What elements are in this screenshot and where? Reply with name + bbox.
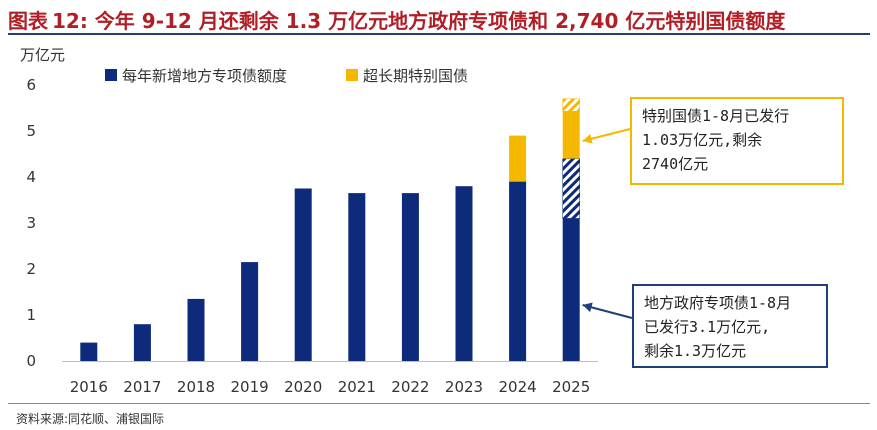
x-axis-ticks: 2016 2017 2018 2019 2020 2021 2022 2023 2024 2025	[70, 378, 591, 396]
legend: 每年新增地方专项债额度 超长期特别国债	[105, 67, 468, 85]
figure-title-text: 今年 9-12 月还剩余 1.3 万亿元地方政府专项债和 2,740 亿元特别国…	[94, 9, 786, 33]
x-tick-label: 2018	[177, 378, 215, 396]
x-tick-label: 2020	[284, 378, 322, 396]
legend-swatch-special	[346, 69, 358, 81]
bar-special-remaining-2025	[562, 98, 580, 112]
local-bond-note-line-1: 地方政府专项债1-8月	[644, 294, 792, 312]
x-tick-label: 2022	[391, 378, 429, 396]
bar-special-2024	[509, 135, 527, 182]
special-bond-note: 特别国债1-8月已发行 1.03万亿元,剩余 2740亿元	[630, 97, 844, 185]
local-bond-note-line-3: 剩余1.3万亿元	[644, 342, 747, 360]
legend-label-special: 超长期特别国债	[363, 67, 468, 85]
local-bond-note: 地方政府专项债1-8月 已发行3.1万亿元, 剩余1.3万亿元	[632, 284, 828, 368]
y-tick-label: 1	[26, 306, 36, 324]
x-tick-label: 2019	[231, 378, 269, 396]
bar-special-issued-2025	[562, 111, 580, 159]
bar-local-2024	[509, 181, 527, 361]
annotation-arrows	[582, 128, 633, 319]
source-note: 资料来源:同花顺、浦银国际	[16, 412, 165, 426]
y-tick-label: 4	[26, 168, 36, 186]
x-tick-label: 2025	[552, 378, 590, 396]
y-tick-label: 0	[26, 352, 36, 370]
legend-swatch-local	[105, 69, 117, 81]
x-tick-label: 2024	[499, 378, 537, 396]
bar-local-2016	[80, 342, 98, 361]
figure-label: 图表	[8, 9, 48, 33]
x-tick-label: 2017	[123, 378, 161, 396]
local-note-arrow	[582, 302, 633, 319]
y-tick-label: 5	[26, 122, 36, 140]
special-bond-note-line-2: 1.03万亿元,剩余	[642, 131, 763, 149]
x-tick-label: 2021	[338, 378, 376, 396]
figure-number: 12:	[52, 9, 88, 33]
x-tick-label: 2023	[445, 378, 483, 396]
y-axis-label: 万亿元	[20, 46, 65, 64]
special-note-arrow	[582, 128, 631, 144]
bar-local-2022	[401, 193, 419, 361]
figure-title: 图表 12: 今年 9-12 月还剩余 1.3 万亿元地方政府专项债和 2,740…	[8, 5, 868, 34]
bar-local-remaining-2025	[562, 158, 580, 219]
y-tick-label: 3	[26, 214, 36, 232]
x-tick-label: 2016	[70, 378, 108, 396]
y-tick-label: 6	[26, 76, 36, 94]
bars-group	[80, 98, 580, 361]
bar-local-issued-2025	[562, 218, 580, 361]
y-tick-label: 2	[26, 260, 36, 278]
local-bond-note-line-2: 已发行3.1万亿元,	[644, 318, 771, 336]
bar-local-2020	[294, 188, 312, 361]
legend-label-local: 每年新增地方专项债额度	[122, 67, 287, 85]
special-bond-note-line-1: 特别国债1-8月已发行	[642, 107, 790, 125]
bar-local-2017	[133, 324, 151, 361]
title-divider	[8, 33, 870, 35]
y-axis-ticks: 0 1 2 3 4 5 6	[26, 76, 36, 370]
bar-local-2023	[455, 186, 473, 361]
bar-local-2018	[187, 298, 205, 361]
source-divider	[8, 403, 870, 404]
bar-local-2019	[241, 262, 259, 361]
special-bond-note-line-3: 2740亿元	[642, 155, 709, 173]
bar-local-2021	[348, 193, 366, 361]
